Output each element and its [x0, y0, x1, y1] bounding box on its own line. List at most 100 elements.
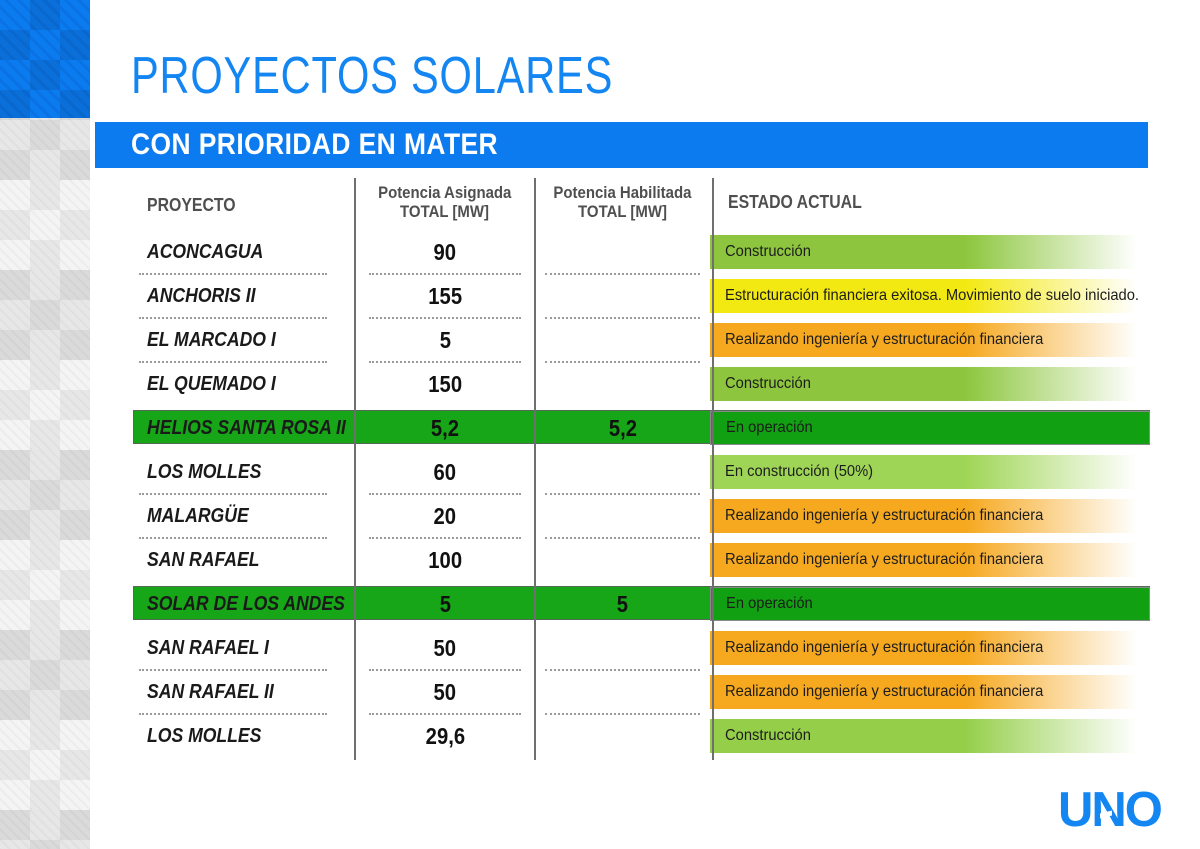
- decorative-blue-block: [0, 0, 90, 118]
- row-separator: [369, 669, 521, 671]
- column-divider-2: [534, 178, 536, 760]
- status-text: Construcción: [725, 375, 811, 392]
- project-name: SAN RAFAEL I: [147, 636, 269, 659]
- table-row: SOLAR DE LOS ANDES 5 5 En operación: [133, 582, 1150, 626]
- table-row: LOS MOLLES 60 En construcción (50%): [133, 450, 1150, 495]
- column-divider-3: [712, 178, 714, 760]
- project-name: ACONCAGUA: [147, 240, 264, 263]
- row-separator: [369, 537, 521, 539]
- table-row: HELIOS SANTA ROSA II 5,2 5,2 En operació…: [133, 406, 1150, 450]
- row-separator: [545, 273, 700, 275]
- assigned-power-value: 20: [433, 502, 457, 529]
- enabled-power-value: 5,2: [608, 414, 637, 441]
- assigned-power-value: 100: [428, 546, 462, 573]
- assigned-power-value: 155: [428, 282, 462, 309]
- project-name: EL QUEMADO I: [147, 372, 276, 395]
- table-row: SAN RAFAEL I 50 Realizando ingeniería y …: [133, 626, 1150, 671]
- row-separator: [139, 273, 327, 275]
- table-row: SAN RAFAEL 100 Realizando ingeniería y e…: [133, 538, 1150, 582]
- status-text: Realizando ingeniería y estructuración f…: [725, 331, 1044, 348]
- row-separator: [139, 713, 327, 715]
- table-row: ANCHORIS II 155 Estructuración financier…: [133, 274, 1150, 319]
- status-text: En operación: [726, 595, 813, 612]
- row-separator: [369, 361, 521, 363]
- project-name: LOS MOLLES: [147, 724, 262, 747]
- row-separator: [545, 713, 700, 715]
- status-text: Estructuración financiera exitosa. Movim…: [725, 287, 1140, 304]
- table-row: ACONCAGUA 90 Construcción: [133, 230, 1150, 275]
- status-badge: En construcción (50%): [710, 455, 1150, 489]
- table-row: EL QUEMADO I 150 Construcción: [133, 362, 1150, 406]
- assigned-power-value: 90: [433, 238, 457, 265]
- row-separator: [139, 493, 327, 495]
- decorative-checker-band: [0, 0, 90, 849]
- status-text: En construcción (50%): [725, 463, 874, 480]
- page-title: PROYECTOS SOLARES: [131, 47, 734, 105]
- status-text: Realizando ingeniería y estructuración f…: [725, 551, 1044, 568]
- project-name: SAN RAFAEL II: [147, 680, 274, 703]
- status-badge: En operación: [710, 411, 1150, 445]
- table-row: SAN RAFAEL II 50 Realizando ingeniería y…: [133, 670, 1150, 715]
- status-text: Construcción: [725, 727, 811, 744]
- assigned-power-value: 50: [433, 678, 457, 705]
- project-name: HELIOS SANTA ROSA II: [147, 416, 346, 439]
- column-header-enabled-power: Potencia Habilitada TOTAL [MW]: [553, 183, 692, 221]
- row-separator: [545, 317, 700, 319]
- assigned-power-value: 60: [433, 458, 457, 485]
- assigned-power-value: 29,6: [425, 722, 465, 749]
- row-separator: [545, 537, 700, 539]
- status-badge: Realizando ingeniería y estructuración f…: [710, 323, 1150, 357]
- row-separator: [139, 537, 327, 539]
- status-badge: Realizando ingeniería y estructuración f…: [710, 499, 1150, 533]
- subtitle-banner: CON PRIORIDAD EN MATER: [95, 122, 1148, 168]
- uno-logo: UNO: [1058, 783, 1188, 838]
- project-name: SAN RAFAEL: [147, 548, 260, 571]
- row-separator: [545, 361, 700, 363]
- status-badge: Realizando ingeniería y estructuración f…: [710, 543, 1150, 577]
- row-separator: [369, 273, 521, 275]
- project-name: MALARGÜE: [147, 504, 249, 527]
- status-badge: En operación: [710, 587, 1150, 621]
- row-separator: [545, 493, 700, 495]
- column-divider-1: [354, 178, 356, 760]
- assigned-power-value: 5,2: [430, 414, 460, 441]
- status-badge: Realizando ingeniería y estructuración f…: [710, 631, 1150, 665]
- status-badge: Estructuración financiera exitosa. Movim…: [710, 279, 1150, 313]
- status-badge: Realizando ingeniería y estructuración f…: [710, 675, 1150, 709]
- assigned-power-value: 5: [439, 590, 451, 617]
- status-text: Realizando ingeniería y estructuración f…: [725, 507, 1044, 524]
- table-row: EL MARCADO I 5 Realizando ingeniería y e…: [133, 318, 1150, 363]
- row-separator: [139, 669, 327, 671]
- row-separator: [139, 361, 327, 363]
- project-name: SOLAR DE LOS ANDES: [147, 592, 345, 615]
- row-separator: [369, 713, 521, 715]
- assigned-power-value: 50: [433, 634, 457, 661]
- status-badge: Construcción: [710, 235, 1150, 269]
- column-header-assigned-power: Potencia Asignada TOTAL [MW]: [378, 183, 512, 221]
- page-title-text: PROYECTOS SOLARES: [131, 47, 614, 105]
- assigned-power-value: 150: [428, 370, 462, 397]
- column-header-status: ESTADO ACTUAL: [728, 192, 862, 212]
- column-header-project: PROYECTO: [147, 195, 236, 215]
- uno-logo-text: UNO: [1058, 783, 1163, 837]
- table-row: LOS MOLLES 29,6 Construcción: [133, 714, 1150, 758]
- row-separator: [545, 669, 700, 671]
- table-body: ACONCAGUA 90 Construcción ANCHORIS II 15…: [133, 230, 1150, 758]
- status-text: Realizando ingeniería y estructuración f…: [725, 639, 1044, 656]
- status-text: Realizando ingeniería y estructuración f…: [725, 683, 1044, 700]
- row-separator: [369, 493, 521, 495]
- subtitle-banner-text: CON PRIORIDAD EN MATER: [131, 128, 499, 161]
- status-badge: Construcción: [710, 719, 1150, 753]
- project-name: ANCHORIS II: [147, 284, 256, 307]
- assigned-power-value: 5: [439, 326, 451, 353]
- project-name: LOS MOLLES: [147, 460, 262, 483]
- enabled-power-value: 5: [616, 590, 629, 617]
- table-row: MALARGÜE 20 Realizando ingeniería y estr…: [133, 494, 1150, 539]
- status-badge: Construcción: [710, 367, 1150, 401]
- status-text: Construcción: [725, 243, 811, 260]
- row-separator: [139, 317, 327, 319]
- status-text: En operación: [726, 419, 813, 436]
- project-name: EL MARCADO I: [147, 328, 276, 351]
- row-separator: [369, 317, 521, 319]
